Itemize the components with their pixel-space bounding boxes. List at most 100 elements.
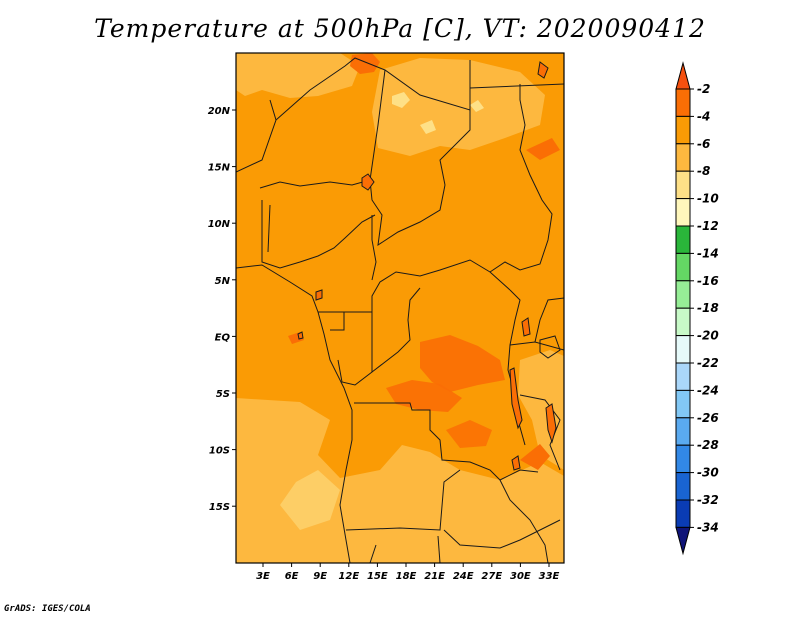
colorbar-swatch [675,115,691,145]
border-togo [267,204,271,253]
colorbar-label: -24 [697,383,719,397]
colorbar-swatch [675,170,691,200]
lake-albert [521,317,531,337]
field-pale-speck-3 [470,100,484,112]
colorbar-swatch [675,225,691,254]
island-bioko [315,289,323,301]
lon-label: 15E [367,571,388,582]
lake-chad [361,173,375,191]
border-namibia [437,535,441,563]
field-warm-congo-1 [420,335,505,392]
lon-label: 21E [424,571,445,582]
lon-label: 6E [285,571,299,582]
border-eq-guinea [330,312,345,331]
colorbar-swatch [675,335,691,364]
temperature-field [236,53,564,563]
colorbar-label: -8 [697,164,710,178]
lat-label: 15N [208,163,231,174]
colorbar-label: -30 [697,466,719,480]
border-tanzania [519,394,561,471]
border-cameroon-chad [371,215,377,281]
colorbar-label: -14 [697,246,719,260]
border-chad-east [439,110,471,186]
field-pale-south-west [280,470,340,530]
lon-label: 27E [481,571,502,582]
lake-mweru [511,455,521,471]
lat-label: 15S [209,502,230,513]
lon-label: 3E [256,571,270,582]
lat-label: 5S [216,389,230,400]
colorbar-swatch [675,88,691,117]
colorbar-bottom-arrow [675,526,691,556]
colorbar-label: -32 [697,493,719,507]
lon-label: 24E [453,571,474,582]
grads-credit: GrADS: IGES/COLA [4,604,91,614]
colorbar-swatch [675,280,691,309]
colorbar-swatch [675,389,691,419]
colorbar-swatch [675,499,691,528]
colorbar-swatch [675,362,691,391]
colorbar-label: -22 [697,356,719,370]
lake-nasser [537,61,549,79]
lat-label: 10S [209,446,230,457]
border-congo-gabon [337,312,373,386]
longitude-axis: 3E 6E 9E 12E 15E 18E 21E 24E 27E 30E 33E [256,563,560,582]
lat-label: 20N [208,106,231,117]
colorbar-label: -34 [697,520,719,534]
country-borders [236,57,564,563]
colorbar-top-arrow [675,61,691,90]
border-chad-west [369,69,446,247]
border-nigeria-cameroon [299,214,376,263]
latitude-axis: 20N 15N 10N 5N EQ 5S 10S 15S [208,106,236,513]
colorbar-swatch [675,143,691,172]
border-sudan [489,84,553,273]
lon-label: 12E [338,571,359,582]
border-benin [261,200,301,269]
colorbar-swatch [675,417,691,446]
border-botswana [369,544,377,563]
border-libya-sudan [469,83,564,89]
border-niger-chad-libya [275,57,471,121]
field-pale-speck-2 [420,120,436,134]
field-warm-katanga [446,420,492,448]
border-nigeria-north [259,179,371,189]
field-warm-north [350,53,380,74]
border-malawi-mozambique [499,479,549,563]
field-pale-speck-1 [392,92,410,108]
lon-label: 18E [396,571,417,582]
colorbar-swatch [675,472,691,501]
lake-victoria [539,335,561,359]
colorbar-label: -12 [697,219,719,233]
map-title: Temperature at 500hPa [C], VT: 202009041… [94,14,706,43]
border-zambia-south [443,519,561,549]
lakes [297,61,561,471]
colorbar-label: -28 [697,438,719,452]
colorbar-label: -4 [697,109,710,123]
colorbar-label: -10 [697,192,719,206]
coastline-west [236,264,353,563]
colorbar: -2 -4 -6 -8 -10 -12 -14 -16 -18 -20 -22 -24 -26 -28 -3… [675,61,719,556]
border-car-south [318,259,511,313]
border-congo-drc [371,287,421,373]
border-drc-angola-zambia [354,402,539,481]
colorbar-label: -2 [697,82,710,96]
lon-label: 30E [510,571,531,582]
lat-label: EQ [215,332,231,343]
colorbar-swatch [675,307,691,337]
map-frame [235,52,565,564]
border-west-sahel [236,99,277,173]
colorbar-label: -20 [697,329,719,343]
lon-label: 9E [313,571,327,582]
border-angola-south [345,469,461,531]
island-sao-tome [297,331,304,340]
field-light-north-west [236,53,360,98]
colorbar-swatch [675,252,691,282]
lake-malawi [545,403,557,444]
border-uganda-kenya [534,297,564,343]
lat-label: 5N [215,276,231,287]
colorbar-label: -6 [697,137,710,151]
colorbar-swatch [675,444,691,474]
field-warm-lakes [520,444,550,470]
lake-tanganyika [509,367,523,430]
lat-label: 10N [208,219,231,230]
